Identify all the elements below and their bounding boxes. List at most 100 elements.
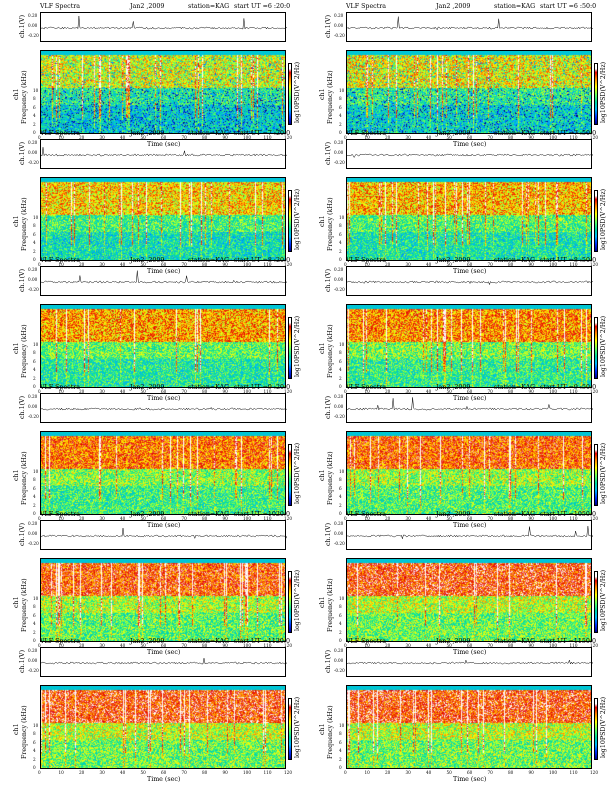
panel-start-ut: start UT =8 :50:0	[540, 257, 597, 264]
colorbar-label: log10PSD(V^2/Hz)	[600, 315, 607, 377]
waveform-tick-label: -0.20	[28, 414, 39, 419]
time-xlabel: Time (sec)	[147, 395, 181, 402]
freq-tick-label: 8	[339, 223, 342, 229]
time-tick-label: 20	[385, 135, 391, 140]
waveform-box	[346, 520, 593, 550]
time-tick-label: 50	[446, 643, 452, 648]
time-tick-label: 50	[446, 770, 452, 775]
time-tick-label: 40	[120, 516, 126, 521]
time-tick-label: 110	[569, 770, 578, 775]
waveform-ylabel: ch.1(V)	[325, 522, 332, 546]
freq-tick-label: 0	[339, 257, 342, 262]
waveform-tick-label: 0.00	[334, 150, 344, 155]
waveform-tick-label: 0.20	[28, 394, 38, 399]
time-xlabel: Time (sec)	[147, 268, 181, 275]
time-tick-label: 0	[38, 262, 41, 267]
freq-tick-label: 10	[33, 723, 39, 728]
freq-tick-label: 10	[33, 596, 39, 601]
waveform-svg	[347, 397, 593, 411]
waveform-ylabel: ch.1(V)	[19, 14, 26, 38]
time-tick-label: 40	[120, 770, 126, 775]
colorbar	[594, 190, 598, 252]
panel-date: Jan2 ,2009	[130, 3, 165, 10]
spectrogram-heatmap	[40, 177, 286, 261]
panel-date: Jan2 ,2009	[130, 511, 165, 518]
freq-ylabel-channel: ch1	[13, 342, 20, 354]
time-tick-label: 30	[405, 516, 411, 521]
panel-start-ut: start UT =8 :20:0	[234, 257, 291, 264]
panel-start-ut: start UT =1150:0	[540, 638, 596, 645]
panel-date: Jan2 ,2009	[436, 257, 471, 264]
waveform-ylabel: ch.1(V)	[19, 268, 26, 292]
waveform-svg	[41, 270, 287, 284]
waveform-tick-label: 0.20	[28, 521, 38, 526]
freq-tick-label: 8	[339, 96, 342, 102]
freq-tick-label: 2	[339, 248, 342, 254]
waveform-tick-label: 0.20	[334, 521, 344, 526]
time-tick-label: 70	[487, 135, 493, 140]
freq-tick-label: 10	[339, 723, 345, 728]
time-tick-label: 30	[99, 770, 105, 775]
freq-tick-label: 10	[339, 342, 345, 347]
time-tick-label: 0	[344, 643, 347, 648]
spectra-panel: VLF Spectra Jan2 ,2009 station=KAG start UT…	[306, 384, 612, 529]
spectra-panel: VLF Spectra Jan2 ,2009 station=KAG start UT…	[0, 130, 306, 275]
freq-ylabel-channel: ch1	[13, 469, 20, 481]
waveform-tick-label: 0.20	[334, 394, 344, 399]
waveform-tick-label: 0.00	[28, 404, 38, 409]
time-tick-label: 40	[426, 389, 432, 394]
time-tick-label: 60	[467, 516, 473, 521]
time-tick-label: 20	[385, 516, 391, 521]
freq-tick-label: 10	[33, 469, 39, 474]
freq-ylabel-channel: ch1	[13, 723, 20, 735]
panel-station: station=KAG	[188, 257, 230, 264]
colorbar-label: log10PSD(V^2/Hz)	[600, 696, 607, 758]
time-tick-label: 90	[222, 643, 228, 648]
waveform-tick-label: -0.20	[28, 160, 39, 165]
panel-start-ut: start UT =1020:0	[234, 511, 290, 518]
time-tick-label: 30	[99, 135, 105, 140]
time-tick-label: 60	[161, 516, 167, 521]
panel-start-ut: start UT =6 :20:0	[234, 3, 291, 10]
time-tick-label: 70	[487, 770, 493, 775]
freq-tick-label: 2	[339, 121, 342, 127]
time-tick-label: 120	[284, 262, 292, 267]
panel-start-ut: start UT =1120:0	[234, 638, 290, 645]
panel-start-ut: start UT =7 :50:0	[540, 130, 597, 137]
spectrogram-heatmap	[40, 304, 286, 388]
time-tick-label: 80	[202, 643, 208, 648]
time-tick-label: 0	[38, 770, 41, 775]
colorbar	[594, 571, 598, 633]
waveform-tick-label: 0.00	[28, 658, 38, 663]
freq-tick-label: 2	[33, 248, 36, 254]
waveform-trace	[347, 526, 593, 540]
colorbar-label: log10PSD(V^2/Hz)	[294, 188, 301, 250]
time-tick-label: 100	[243, 135, 251, 140]
panel-station: station=KAG	[188, 130, 230, 137]
spectra-panel: VLF Spectra Jan2 ,2009 station=KAG start UT…	[0, 3, 306, 148]
freq-tick-label: 4	[339, 748, 342, 754]
spectrogram-frame	[346, 685, 592, 769]
freq-tick-label: 6	[33, 485, 36, 491]
time-tick-label: 110	[263, 516, 272, 521]
panel-date: Jan2 ,2009	[436, 384, 471, 391]
freq-ylabel: Frequency (kHz)	[327, 451, 334, 505]
waveform-trace	[41, 270, 287, 284]
waveform-box	[346, 647, 593, 677]
waveform-svg	[347, 153, 593, 159]
time-tick-label: 10	[58, 262, 64, 267]
time-tick-label: 40	[426, 516, 432, 521]
freq-tick-label: 0	[33, 511, 36, 516]
spectra-panel: VLF Spectra Jan2 ,2009 station=KAG start UT…	[306, 3, 612, 148]
spectrogram-heatmap	[346, 50, 592, 134]
freq-tick-label: 10	[339, 469, 345, 474]
time-tick-label: 40	[426, 262, 432, 267]
time-tick-label: 0	[38, 135, 41, 140]
time-tick-label: 10	[364, 135, 370, 140]
waveform-trace	[41, 658, 287, 665]
time-tick-label: 110	[569, 516, 578, 521]
time-tick-label: 90	[528, 389, 534, 394]
colorbar	[594, 698, 598, 760]
waveform-trace	[41, 147, 287, 157]
freq-tick-label: 6	[339, 104, 342, 110]
